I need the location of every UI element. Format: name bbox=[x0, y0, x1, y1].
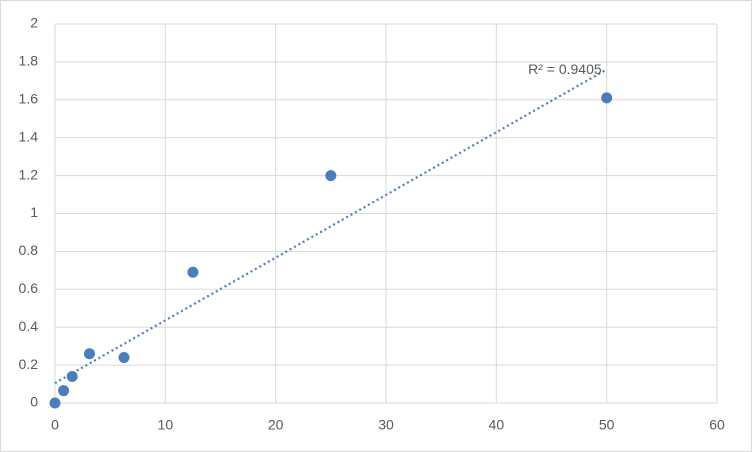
x-tick-label: 10 bbox=[158, 417, 174, 433]
y-tick-label: 1.2 bbox=[19, 166, 39, 182]
data-point bbox=[83, 348, 95, 360]
y-tick-label: 1.8 bbox=[19, 53, 39, 69]
x-tick-label: 50 bbox=[599, 417, 615, 433]
y-tick-label: 0.6 bbox=[19, 280, 39, 296]
annotation: R² = 0.9405 bbox=[528, 61, 602, 77]
y-tick-label: 0 bbox=[30, 394, 38, 410]
x-tick-label: 40 bbox=[489, 417, 505, 433]
data-point bbox=[118, 352, 130, 364]
y-tick-label: 1 bbox=[30, 204, 38, 220]
x-tick-label: 30 bbox=[378, 417, 394, 433]
y-tick-label: 2 bbox=[30, 15, 38, 31]
y-tick-label: 1.4 bbox=[19, 128, 39, 144]
data-point bbox=[601, 92, 613, 104]
trendline bbox=[54, 68, 608, 385]
data-point bbox=[187, 266, 199, 278]
data-point bbox=[58, 385, 70, 397]
y-tick-label: 0.4 bbox=[19, 318, 39, 334]
y-tick-label: 0.2 bbox=[19, 356, 39, 372]
x-tick-label: 0 bbox=[51, 417, 59, 433]
y-tick-label: 0.8 bbox=[19, 242, 39, 258]
x-tick-label: 60 bbox=[709, 417, 725, 433]
x-tick-label: 20 bbox=[268, 417, 284, 433]
data-point bbox=[49, 397, 61, 409]
data-point bbox=[325, 170, 337, 182]
y-tick-label: 1.6 bbox=[19, 91, 39, 107]
data-point bbox=[66, 370, 78, 382]
